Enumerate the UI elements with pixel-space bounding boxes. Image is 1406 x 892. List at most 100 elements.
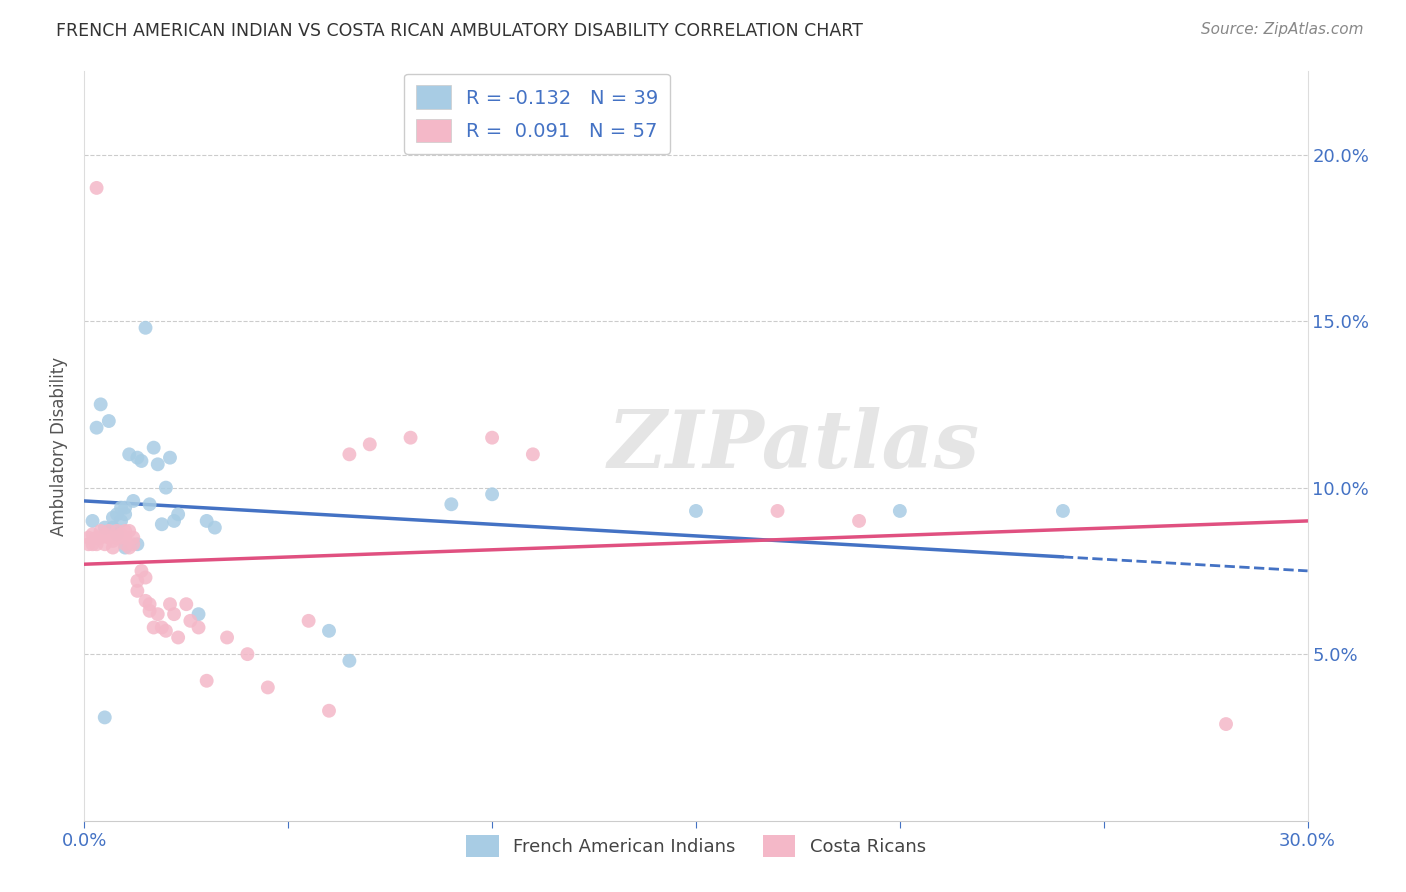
Point bbox=[93, 520, 115, 534]
Point bbox=[93, 710, 115, 724]
Point bbox=[318, 704, 340, 718]
Point bbox=[122, 537, 145, 551]
Point bbox=[685, 504, 707, 518]
Point bbox=[481, 487, 503, 501]
Point bbox=[766, 504, 789, 518]
Point bbox=[110, 527, 132, 541]
Point bbox=[114, 537, 136, 551]
Point bbox=[848, 514, 870, 528]
Point bbox=[118, 541, 141, 555]
Point bbox=[159, 450, 181, 465]
Point bbox=[155, 624, 177, 638]
Point bbox=[122, 531, 145, 545]
Point bbox=[1052, 504, 1074, 518]
Point bbox=[127, 583, 149, 598]
Point bbox=[481, 431, 503, 445]
Point bbox=[522, 447, 544, 461]
Legend: French American Indians, Costa Ricans: French American Indians, Costa Ricans bbox=[458, 828, 934, 864]
Point bbox=[142, 620, 165, 634]
Point bbox=[146, 607, 169, 622]
Point bbox=[163, 607, 186, 622]
Point bbox=[97, 524, 120, 538]
Point bbox=[114, 531, 136, 545]
Point bbox=[86, 181, 108, 195]
Text: FRENCH AMERICAN INDIAN VS COSTA RICAN AMBULATORY DISABILITY CORRELATION CHART: FRENCH AMERICAN INDIAN VS COSTA RICAN AM… bbox=[56, 22, 863, 40]
Point bbox=[118, 447, 141, 461]
Point bbox=[131, 454, 153, 468]
Point bbox=[97, 531, 120, 545]
Point bbox=[155, 481, 177, 495]
Text: Source: ZipAtlas.com: Source: ZipAtlas.com bbox=[1201, 22, 1364, 37]
Point bbox=[179, 614, 201, 628]
Point bbox=[101, 541, 124, 555]
Text: ZIPatlas: ZIPatlas bbox=[607, 408, 980, 484]
Point bbox=[257, 681, 280, 695]
Point bbox=[105, 524, 128, 538]
Point bbox=[97, 414, 120, 428]
Point bbox=[90, 524, 112, 538]
Point bbox=[195, 673, 218, 688]
Point bbox=[77, 531, 100, 545]
Point bbox=[159, 597, 181, 611]
Point bbox=[93, 527, 115, 541]
Point bbox=[82, 537, 104, 551]
Point bbox=[101, 510, 124, 524]
Point bbox=[127, 574, 149, 588]
Point bbox=[236, 647, 259, 661]
Point bbox=[1215, 717, 1237, 731]
Point bbox=[146, 458, 169, 472]
Point bbox=[135, 594, 157, 608]
Point bbox=[359, 437, 381, 451]
Point bbox=[138, 597, 160, 611]
Point bbox=[217, 631, 239, 645]
Point bbox=[114, 541, 136, 555]
Point bbox=[90, 531, 112, 545]
Point bbox=[86, 420, 108, 434]
Point bbox=[114, 524, 136, 538]
Point bbox=[167, 631, 190, 645]
Point bbox=[135, 570, 157, 584]
Point bbox=[82, 527, 104, 541]
Point bbox=[86, 531, 108, 545]
Point bbox=[105, 527, 128, 541]
Point bbox=[101, 520, 124, 534]
Point bbox=[142, 441, 165, 455]
Point bbox=[122, 494, 145, 508]
Point bbox=[318, 624, 340, 638]
Point bbox=[195, 514, 218, 528]
Point bbox=[889, 504, 911, 518]
Point bbox=[138, 497, 160, 511]
Point bbox=[110, 500, 132, 515]
Point bbox=[82, 514, 104, 528]
Point bbox=[138, 604, 160, 618]
Point bbox=[174, 597, 197, 611]
Point bbox=[127, 450, 149, 465]
Point bbox=[101, 533, 124, 548]
Point bbox=[204, 520, 226, 534]
Point bbox=[90, 397, 112, 411]
Point bbox=[187, 620, 209, 634]
Point bbox=[105, 508, 128, 522]
Point bbox=[163, 514, 186, 528]
Point bbox=[105, 531, 128, 545]
Point bbox=[110, 531, 132, 545]
Point bbox=[187, 607, 209, 622]
Point bbox=[167, 508, 190, 522]
Point bbox=[399, 431, 422, 445]
Point bbox=[135, 320, 157, 334]
Point bbox=[118, 524, 141, 538]
Point bbox=[114, 508, 136, 522]
Point bbox=[150, 620, 173, 634]
Point bbox=[93, 537, 115, 551]
Point bbox=[77, 537, 100, 551]
Y-axis label: Ambulatory Disability: Ambulatory Disability bbox=[51, 357, 69, 535]
Point bbox=[339, 654, 361, 668]
Point bbox=[86, 537, 108, 551]
Point bbox=[440, 497, 463, 511]
Point bbox=[150, 517, 173, 532]
Point bbox=[339, 447, 361, 461]
Point bbox=[298, 614, 321, 628]
Point bbox=[114, 500, 136, 515]
Point bbox=[127, 537, 149, 551]
Point bbox=[131, 564, 153, 578]
